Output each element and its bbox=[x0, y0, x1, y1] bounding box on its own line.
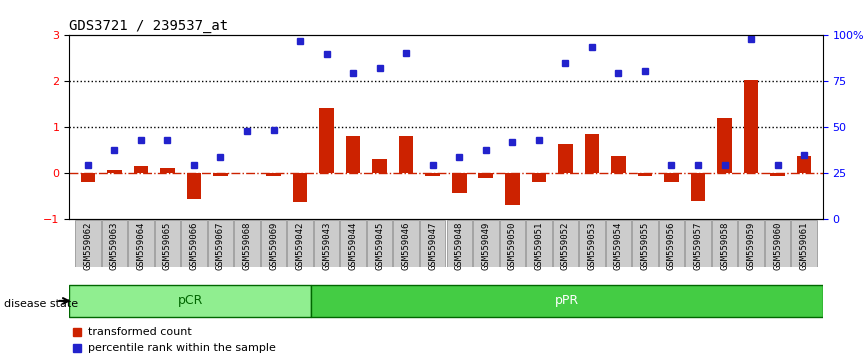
FancyBboxPatch shape bbox=[181, 220, 207, 267]
FancyBboxPatch shape bbox=[261, 220, 287, 267]
Bar bbox=[293, 173, 307, 202]
Text: GSM559049: GSM559049 bbox=[481, 222, 490, 270]
Bar bbox=[505, 173, 520, 205]
Bar bbox=[797, 156, 811, 173]
Text: pCR: pCR bbox=[178, 295, 203, 307]
Bar bbox=[664, 173, 679, 182]
FancyBboxPatch shape bbox=[393, 220, 419, 267]
Bar bbox=[717, 118, 732, 173]
Bar bbox=[452, 173, 467, 193]
Text: GSM559068: GSM559068 bbox=[242, 222, 251, 270]
FancyBboxPatch shape bbox=[340, 220, 365, 267]
Bar bbox=[611, 156, 626, 173]
Text: GSM559048: GSM559048 bbox=[455, 222, 464, 270]
Bar bbox=[133, 166, 148, 173]
Bar bbox=[399, 136, 413, 173]
FancyBboxPatch shape bbox=[500, 220, 525, 267]
Text: GSM559052: GSM559052 bbox=[561, 222, 570, 270]
FancyBboxPatch shape bbox=[367, 220, 392, 267]
FancyBboxPatch shape bbox=[420, 220, 445, 267]
Text: GSM559060: GSM559060 bbox=[773, 222, 782, 270]
Text: GSM559065: GSM559065 bbox=[163, 222, 172, 270]
Bar bbox=[266, 173, 281, 176]
Bar bbox=[213, 173, 228, 176]
Bar bbox=[160, 168, 175, 173]
FancyBboxPatch shape bbox=[208, 220, 233, 267]
Text: GSM559050: GSM559050 bbox=[507, 222, 517, 270]
Text: GSM559066: GSM559066 bbox=[190, 222, 198, 270]
Text: GSM559055: GSM559055 bbox=[641, 222, 650, 270]
FancyBboxPatch shape bbox=[659, 220, 684, 267]
FancyBboxPatch shape bbox=[553, 220, 578, 267]
Text: GSM559064: GSM559064 bbox=[137, 222, 145, 270]
FancyBboxPatch shape bbox=[632, 220, 657, 267]
Text: GSM559062: GSM559062 bbox=[83, 222, 93, 270]
FancyBboxPatch shape bbox=[288, 220, 313, 267]
Text: pPR: pPR bbox=[555, 295, 579, 307]
Text: GSM559061: GSM559061 bbox=[799, 222, 809, 270]
FancyBboxPatch shape bbox=[313, 220, 339, 267]
Bar bbox=[770, 173, 785, 176]
Bar bbox=[585, 134, 599, 173]
Bar bbox=[81, 173, 95, 182]
Text: GDS3721 / 239537_at: GDS3721 / 239537_at bbox=[69, 19, 229, 33]
Text: GSM559059: GSM559059 bbox=[746, 222, 755, 270]
Text: transformed count: transformed count bbox=[88, 327, 192, 337]
Text: GSM559046: GSM559046 bbox=[402, 222, 410, 270]
FancyBboxPatch shape bbox=[792, 220, 817, 267]
FancyBboxPatch shape bbox=[473, 220, 499, 267]
Text: GSM559051: GSM559051 bbox=[534, 222, 543, 270]
FancyBboxPatch shape bbox=[685, 220, 711, 267]
Bar bbox=[479, 173, 493, 178]
Text: GSM559043: GSM559043 bbox=[322, 222, 331, 270]
Text: GSM559047: GSM559047 bbox=[428, 222, 437, 270]
FancyBboxPatch shape bbox=[527, 220, 552, 267]
Text: percentile rank within the sample: percentile rank within the sample bbox=[88, 343, 276, 353]
Bar bbox=[532, 173, 546, 182]
FancyBboxPatch shape bbox=[69, 285, 312, 317]
Text: disease state: disease state bbox=[4, 299, 79, 309]
Bar bbox=[425, 173, 440, 176]
FancyBboxPatch shape bbox=[447, 220, 472, 267]
Bar bbox=[320, 108, 334, 173]
Bar bbox=[691, 173, 705, 201]
Text: GSM559054: GSM559054 bbox=[614, 222, 623, 270]
Text: GSM559063: GSM559063 bbox=[110, 222, 119, 270]
Text: GSM559045: GSM559045 bbox=[375, 222, 385, 270]
FancyBboxPatch shape bbox=[235, 220, 260, 267]
Bar bbox=[372, 159, 387, 173]
FancyBboxPatch shape bbox=[155, 220, 180, 267]
FancyBboxPatch shape bbox=[605, 220, 631, 267]
Bar bbox=[107, 170, 122, 173]
FancyBboxPatch shape bbox=[312, 285, 823, 317]
Text: GSM559053: GSM559053 bbox=[587, 222, 597, 270]
FancyBboxPatch shape bbox=[765, 220, 791, 267]
FancyBboxPatch shape bbox=[739, 220, 764, 267]
Text: GSM559069: GSM559069 bbox=[269, 222, 278, 270]
FancyBboxPatch shape bbox=[579, 220, 604, 267]
FancyBboxPatch shape bbox=[75, 220, 100, 267]
FancyBboxPatch shape bbox=[128, 220, 153, 267]
Bar bbox=[637, 173, 652, 176]
Text: GSM559067: GSM559067 bbox=[216, 222, 225, 270]
Text: GSM559042: GSM559042 bbox=[295, 222, 305, 270]
Bar bbox=[187, 173, 201, 199]
Bar bbox=[744, 80, 759, 173]
Text: GSM559044: GSM559044 bbox=[349, 222, 358, 270]
Bar bbox=[558, 143, 572, 173]
Text: GSM559056: GSM559056 bbox=[667, 222, 676, 270]
FancyBboxPatch shape bbox=[101, 220, 127, 267]
Text: GSM559058: GSM559058 bbox=[720, 222, 729, 270]
FancyBboxPatch shape bbox=[712, 220, 737, 267]
Text: GSM559057: GSM559057 bbox=[694, 222, 702, 270]
Bar bbox=[346, 136, 360, 173]
